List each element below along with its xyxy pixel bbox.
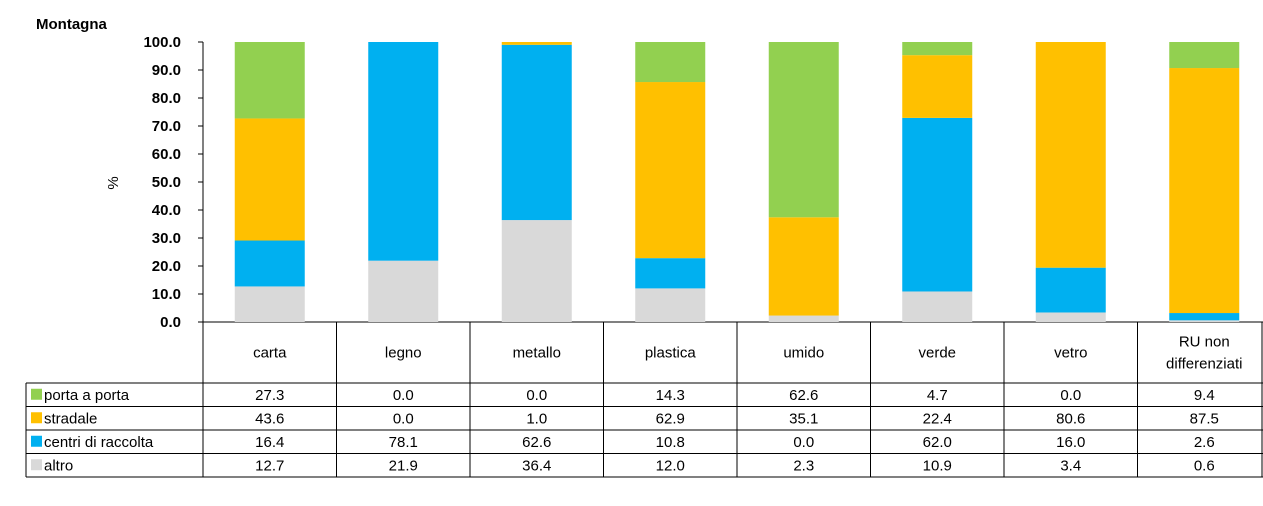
category-label-plastica: plastica (645, 345, 697, 362)
bar-altro-plastica (635, 288, 706, 322)
data-label-centri-di-raccolta-plastica: 10.8 (656, 434, 685, 451)
data-label-porta-a-porta-verde: 4.7 (927, 387, 948, 404)
data-label-porta-a-porta-ru-non-differenziati: 9.4 (1194, 387, 1215, 404)
bar-porta-a-porta-plastica (635, 42, 706, 83)
data-label-altro-legno: 21.9 (389, 457, 418, 474)
data-label-centri-di-raccolta-legno: 78.1 (389, 434, 418, 451)
bar-centri-di-raccolta-ru-non-differenziati (1169, 313, 1240, 321)
y-tick-label: 80.0 (152, 90, 181, 107)
bar-stradale-metallo (501, 42, 572, 45)
bar-stradale-carta (234, 118, 305, 241)
data-label-centri-di-raccolta-verde: 62.0 (923, 434, 952, 451)
data-label-porta-a-porta-vetro: 0.0 (1060, 387, 1081, 404)
y-tick-label: 90.0 (152, 62, 181, 79)
bar-centri-di-raccolta-verde (902, 117, 973, 292)
category-label-carta: carta (253, 345, 287, 362)
legend-swatch-porta-a-porta (31, 388, 42, 400)
data-label-porta-a-porta-metallo: 0.0 (526, 387, 547, 404)
data-label-altro-ru-non-differenziati: 0.6 (1194, 457, 1215, 474)
y-tick-label: 20.0 (152, 258, 181, 275)
category-label-verde: verde (918, 345, 956, 362)
bar-altro-metallo (501, 220, 572, 322)
legend-swatch-centri-di-raccolta (31, 435, 42, 447)
data-label-altro-verde: 10.9 (923, 457, 952, 474)
data-label-centri-di-raccolta-vetro: 16.0 (1056, 434, 1085, 451)
bar-porta-a-porta-carta (234, 42, 305, 119)
data-label-porta-a-porta-plastica: 14.3 (656, 387, 685, 404)
data-table: carta legno metallo plastica umido verde vetro… (25, 322, 1263, 478)
legend-label-stradale: stradale (44, 410, 97, 427)
data-label-centri-di-raccolta-ru-non-differenziati: 2.6 (1194, 434, 1215, 451)
bar-altro-ru-non-differenziati (1169, 320, 1240, 322)
legend-label-centri-di-raccolta: centri di raccolta (44, 434, 154, 451)
legend-swatch-stradale (31, 412, 42, 424)
bar-porta-a-porta-verde (902, 42, 973, 56)
chart-title: Montagna (36, 16, 107, 33)
y-tick-label: 60.0 (152, 146, 181, 163)
data-label-altro-carta: 12.7 (255, 457, 284, 474)
data-label-altro-metallo: 36.4 (522, 457, 551, 474)
category-label-ru-non-differenziati: RU non (1179, 334, 1230, 351)
category-label-legno: legno (385, 345, 422, 362)
y-tick-label: 30.0 (152, 230, 181, 247)
bar-altro-legno (368, 260, 439, 322)
bar-stradale-verde (902, 55, 973, 118)
data-label-porta-a-porta-legno: 0.0 (393, 387, 414, 404)
y-tick-label: 10.0 (152, 286, 181, 303)
y-axis: 0.0 10.0 20.0 30.0 40.0 50.0 60.0 70.0 80.0 90.0 1… (143, 34, 181, 331)
category-label-ru-non-differenziati: differenziati (1166, 356, 1242, 373)
data-label-stradale-plastica: 62.9 (656, 410, 685, 427)
y-axis-label: % (105, 176, 122, 189)
data-label-centri-di-raccolta-metallo: 62.6 (522, 434, 551, 451)
data-label-altro-vetro: 3.4 (1060, 457, 1081, 474)
data-label-stradale-umido: 35.1 (789, 410, 818, 427)
bar-altro-carta (234, 286, 305, 322)
data-label-stradale-metallo: 1.0 (526, 410, 547, 427)
bar-centri-di-raccolta-plastica (635, 258, 706, 289)
bar-centri-di-raccolta-metallo (501, 44, 572, 221)
data-label-stradale-ru-non-differenziati: 87.5 (1190, 410, 1219, 427)
bar-stradale-vetro (1035, 42, 1106, 268)
bar-stradale-plastica (635, 82, 706, 259)
category-label-vetro: vetro (1054, 345, 1087, 362)
data-label-stradale-verde: 22.4 (923, 410, 952, 427)
bar-centri-di-raccolta-legno (368, 42, 439, 261)
bar-stradale-ru-non-differenziati (1169, 68, 1240, 314)
y-tick-label: 100.0 (143, 34, 181, 51)
bar-altro-verde (902, 291, 973, 322)
y-tick-label: 40.0 (152, 202, 181, 219)
category-label-umido: umido (783, 345, 824, 362)
data-label-stradale-vetro: 80.6 (1056, 410, 1085, 427)
data-label-stradale-legno: 0.0 (393, 410, 414, 427)
bar-centri-di-raccolta-carta (234, 240, 305, 287)
legend-label-altro: altro (44, 457, 73, 474)
data-label-centri-di-raccolta-umido: 0.0 (793, 434, 814, 451)
y-tick-label: 50.0 (152, 174, 181, 191)
data-label-altro-plastica: 12.0 (656, 457, 685, 474)
data-label-porta-a-porta-umido: 62.6 (789, 387, 818, 404)
data-label-altro-umido: 2.3 (793, 457, 814, 474)
bar-stradale-umido (768, 217, 839, 316)
data-label-porta-a-porta-carta: 27.3 (255, 387, 284, 404)
bar-stacks (234, 42, 1240, 322)
bar-porta-a-porta-umido (768, 42, 839, 218)
category-label-metallo: metallo (513, 345, 561, 362)
bar-centri-di-raccolta-vetro (1035, 267, 1106, 313)
data-label-stradale-carta: 43.6 (255, 410, 284, 427)
y-tick-label: 0.0 (160, 314, 181, 331)
legend-label-porta-a-porta: porta a porta (44, 387, 130, 404)
y-tick-label: 70.0 (152, 118, 181, 135)
bar-porta-a-porta-ru-non-differenziati (1169, 42, 1240, 69)
bar-altro-vetro (1035, 312, 1106, 322)
data-label-centri-di-raccolta-carta: 16.4 (255, 434, 284, 451)
bar-altro-umido (768, 315, 839, 322)
legend-swatch-altro (31, 459, 42, 471)
